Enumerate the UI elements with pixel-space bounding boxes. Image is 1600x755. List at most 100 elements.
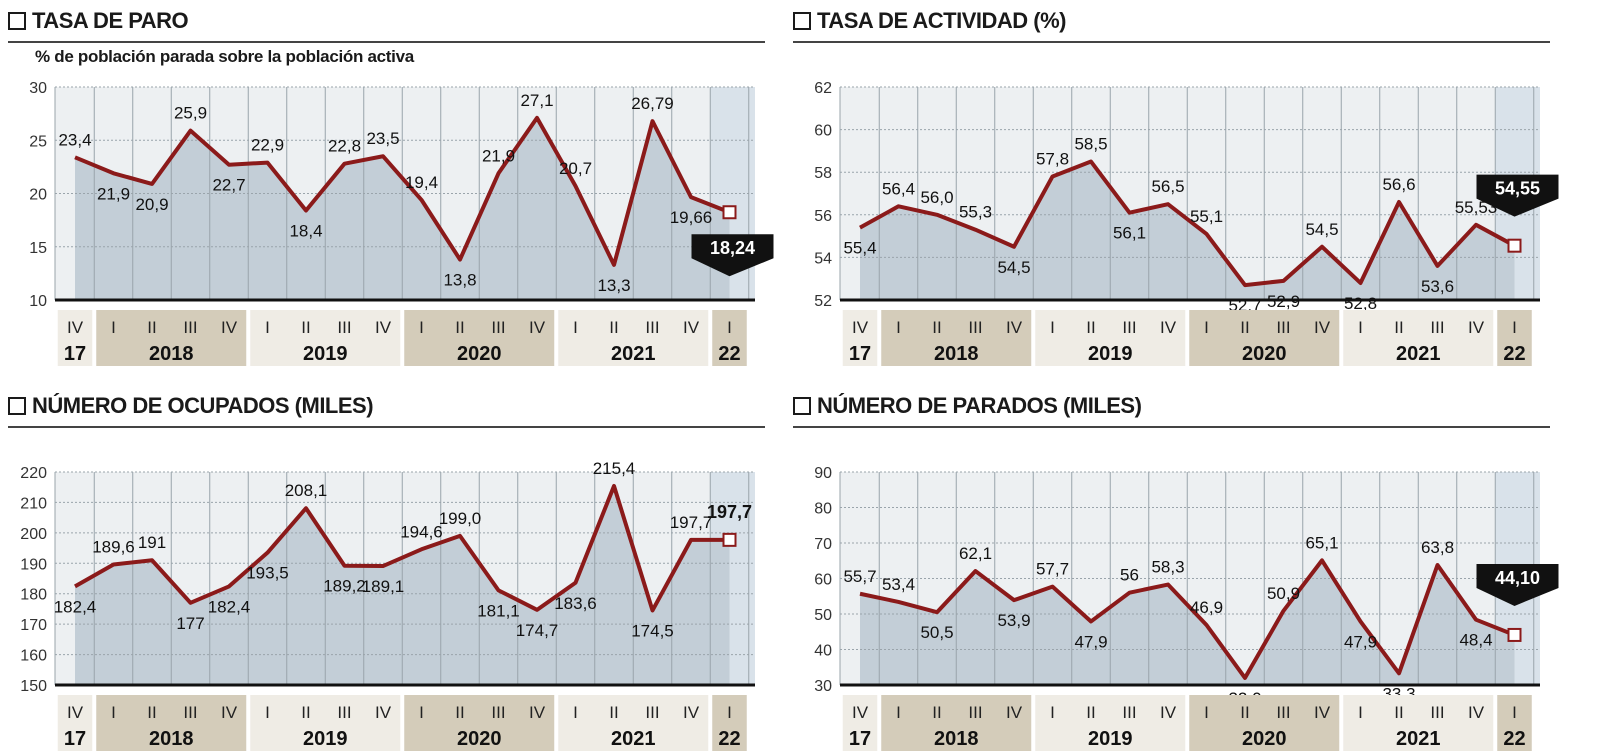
- square-icon: [793, 397, 811, 415]
- year-label: 2019: [303, 343, 348, 365]
- year-box: [881, 695, 1032, 751]
- data-label: 53,6: [1421, 277, 1454, 296]
- year-label: 2020: [457, 728, 502, 750]
- data-label: 177: [176, 614, 204, 633]
- data-label: 183,6: [554, 594, 597, 613]
- quarter-label: IV: [1006, 703, 1023, 722]
- quarter-label: III: [968, 318, 982, 337]
- divider: [793, 41, 1550, 43]
- year-label: 22: [718, 728, 740, 750]
- year-label: 17: [849, 343, 871, 365]
- year-box: [404, 695, 555, 751]
- year-label: 17: [849, 728, 871, 750]
- chart-svg: 30 40 50 60 70 80 90 55,7 53,4 50,5 62,1 53,9 57,7 47…: [814, 465, 1559, 751]
- year-box: [1189, 695, 1340, 751]
- data-label: 215,4: [593, 459, 636, 478]
- quarter-label: II: [455, 703, 464, 722]
- y-tick-label: 150: [20, 678, 47, 695]
- year-box: [1497, 310, 1532, 366]
- quarter-label: IV: [1160, 318, 1177, 337]
- data-label: 18,4: [289, 222, 322, 241]
- quarter-label: IV: [1160, 703, 1177, 722]
- data-label: 55,1: [1190, 207, 1223, 226]
- y-tick-label: 50: [814, 607, 832, 624]
- data-label: 63,8: [1421, 538, 1454, 557]
- year-label: 17: [64, 343, 86, 365]
- quarter-label: IV: [1006, 318, 1023, 337]
- quarter-label: IV: [1468, 703, 1485, 722]
- chart-svg: 10 15 20 25 30 23,4 21,9 20,9 25,9 22,7 22,9 18,4 22…: [29, 80, 774, 366]
- data-label: 191: [138, 533, 166, 552]
- square-icon: [793, 12, 811, 30]
- data-label: 20,7: [559, 159, 592, 178]
- year-box: [881, 310, 1032, 366]
- data-label: 22,7: [212, 176, 245, 195]
- data-label: 52,8: [1344, 294, 1377, 313]
- callout-arrow-box: [1476, 563, 1559, 606]
- chart-title: TASA DE PARO: [8, 8, 189, 34]
- series-line: [74, 115, 731, 267]
- quarter-label: II: [932, 318, 941, 337]
- data-label: 174,5: [631, 621, 674, 640]
- year-box: [404, 310, 555, 366]
- quarter-label: II: [609, 703, 618, 722]
- data-label: 50,5: [920, 623, 953, 642]
- y-tick-label: 30: [814, 678, 832, 695]
- quarter-label: IV: [67, 318, 84, 337]
- data-label: 58,5: [1074, 135, 1107, 154]
- quarter-label: IV: [683, 318, 700, 337]
- quarter-label: III: [491, 318, 505, 337]
- last-point-marker: [722, 205, 737, 220]
- last-point-marker: [722, 532, 737, 547]
- chart-numero-de-ocupados: NÚMERO DE OCUPADOS (MILES) 150 160 170 180 1…: [0, 385, 780, 755]
- quarter-label: III: [183, 318, 197, 337]
- chart-title-text: TASA DE PARO: [32, 8, 189, 33]
- quarter-label: III: [1122, 703, 1136, 722]
- callout-label: 54,55: [1495, 179, 1540, 199]
- year-box: [712, 310, 747, 366]
- data-label: 22,9: [251, 136, 284, 155]
- year-label: 22: [1503, 728, 1525, 750]
- year-label: 2019: [1088, 343, 1133, 365]
- chart-title-text: TASA DE ACTIVIDAD (%): [817, 8, 1067, 33]
- data-label: 13,3: [597, 276, 630, 295]
- quarter-label: IV: [852, 318, 869, 337]
- quarter-label: I: [111, 703, 116, 722]
- year-label: 22: [1503, 343, 1525, 365]
- year-box: [558, 695, 709, 751]
- year-label: 2020: [1242, 728, 1287, 750]
- chart-tasa-de-actividad: TASA DE ACTIVIDAD (%) 52 54 56 58 60 62 55,4 56…: [785, 0, 1565, 370]
- square-icon: [8, 12, 26, 30]
- y-tick-label: 20: [29, 187, 47, 204]
- year-label: 2018: [934, 728, 979, 750]
- chart-title: TASA DE ACTIVIDAD (%): [793, 8, 1067, 34]
- divider: [8, 426, 765, 428]
- data-label: 189,6: [92, 538, 135, 557]
- data-label: 65,1: [1305, 533, 1338, 552]
- data-label: 53,9: [997, 611, 1030, 630]
- quarter-label: IV: [1314, 703, 1331, 722]
- quarter-label: I: [573, 703, 578, 722]
- quarter-label: II: [147, 703, 156, 722]
- y-tick-label: 180: [20, 587, 47, 604]
- data-label: 56,0: [920, 188, 953, 207]
- data-label: 50,9: [1267, 584, 1300, 603]
- data-label: 56: [1120, 566, 1139, 585]
- year-box: [96, 310, 247, 366]
- year-label: 17: [64, 728, 86, 750]
- quarter-label: II: [301, 703, 310, 722]
- data-label: 189,2: [323, 577, 366, 596]
- y-tick-label: 52: [814, 293, 832, 310]
- quarter-label: I: [111, 318, 116, 337]
- data-label: 48,4: [1459, 631, 1492, 650]
- last-point-marker: [1507, 238, 1522, 253]
- quarter-label: II: [147, 318, 156, 337]
- callout-arrow-box: [1476, 174, 1559, 217]
- year-label: 2019: [303, 728, 348, 750]
- chart-tasa-de-paro: TASA DE PARO % de población parada sobre…: [0, 0, 780, 370]
- data-label: 56,6: [1382, 175, 1415, 194]
- data-label: 19,4: [405, 173, 438, 192]
- data-label: 13,8: [443, 271, 476, 290]
- year-box: [712, 695, 747, 751]
- data-label: 54,5: [1305, 220, 1338, 239]
